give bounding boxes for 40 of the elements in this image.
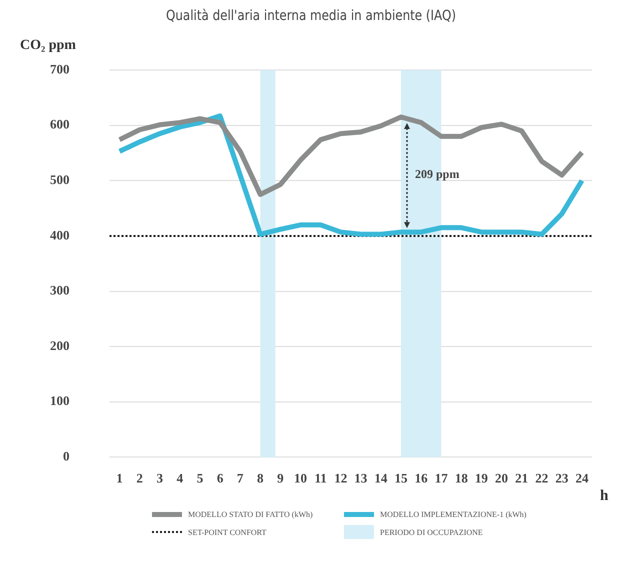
y-tick-label: 500	[50, 172, 70, 187]
annotation: 209 ppm	[415, 167, 460, 182]
x-tick-label: 12	[334, 470, 348, 486]
legend-label: MODELLO IMPLEMENTAZIONE-1 (kWh)	[380, 510, 528, 519]
x-tick-label: 17	[434, 470, 448, 486]
x-tick-label: 15	[394, 470, 408, 486]
legend-label: PERIODO DI OCCUPAZIONE	[380, 528, 484, 536]
x-tick-label: 22	[535, 470, 548, 486]
x-tick-label: 2	[136, 470, 143, 486]
x-tick-label: 5	[196, 470, 204, 486]
legend-label: MODELLO STATO DI FATTO (kWh)	[188, 510, 314, 519]
x-tick-label: 3	[156, 470, 164, 486]
x-tick-label: 18	[454, 470, 468, 486]
chart-title: Qualità dell'aria interna media in ambiente (IAQ)	[165, 8, 457, 24]
x-tick-label: 1	[116, 470, 123, 486]
y-axis-title: CO₂ ppm	[20, 38, 76, 54]
x-tick-label: 7	[236, 470, 244, 486]
x-tick-label: 20	[495, 470, 508, 486]
x-tick-label: 14	[374, 470, 388, 486]
x-tick-label: 21	[515, 470, 528, 486]
x-tick-label: 11	[314, 470, 327, 486]
x-tick-label: 8	[257, 470, 264, 486]
x-tick-label: 4	[176, 470, 184, 486]
y-tick-label: 100	[50, 393, 70, 408]
y-tick-label: 0	[63, 448, 70, 464]
x-tick-label: 23	[555, 470, 569, 486]
x-tick-label: 16	[414, 470, 428, 486]
y-tick-label: 600	[50, 116, 70, 132]
legend-label: SET-POINT CONFORT	[188, 528, 268, 536]
x-tick-label: 6	[216, 470, 224, 486]
y-tick-label: 700	[50, 61, 70, 76]
y-tick-label: 400	[50, 227, 70, 242]
x-tick-label: 24	[575, 470, 589, 486]
y-tick-label: 200	[50, 338, 70, 353]
x-tick-label: 10	[294, 470, 307, 486]
y-tick-label: 300	[50, 282, 70, 298]
x-tick-label: 19	[474, 470, 488, 486]
x-tick-label: 13	[354, 470, 368, 486]
x-axis-title: h	[600, 488, 608, 505]
x-tick-label: 9	[277, 470, 284, 486]
